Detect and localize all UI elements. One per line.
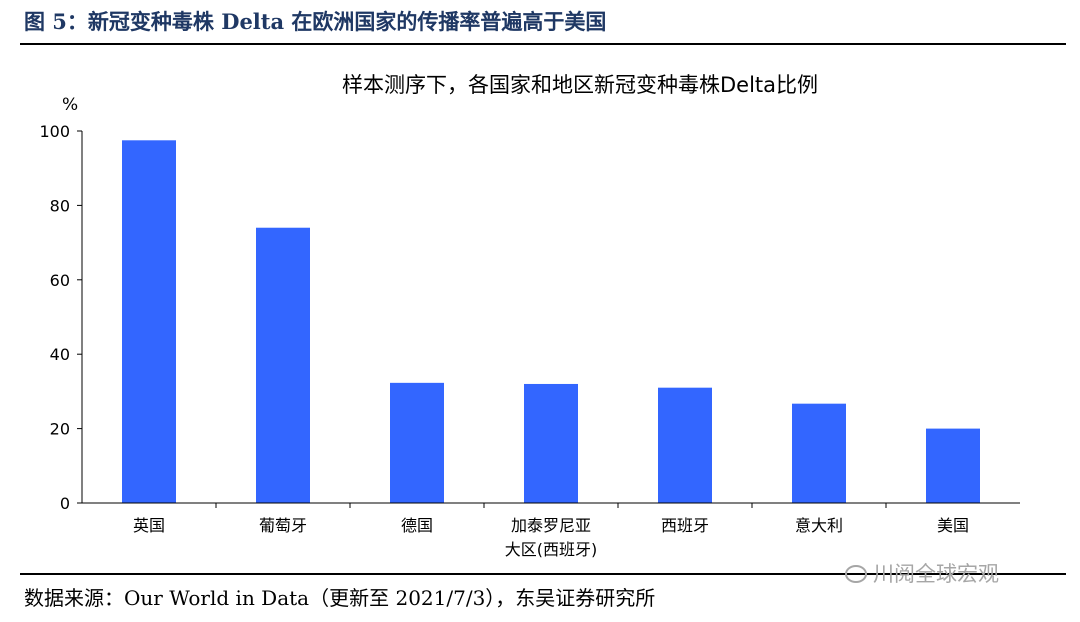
chart-title: 样本测序下，各国家和地区新冠变种毒株Delta比例 (342, 73, 818, 97)
x-tick-label: 葡萄牙 (259, 516, 307, 535)
y-tick-label: 40 (50, 345, 70, 364)
x-tick-label: 英国 (133, 516, 165, 535)
bar (390, 382, 444, 503)
y-tick-label: 60 (50, 271, 70, 290)
bar (792, 403, 846, 503)
x-tick-label: 西班牙 (661, 516, 709, 535)
bar (926, 428, 980, 503)
x-tick-label: 加泰罗尼亚大区(西班牙) (505, 516, 598, 559)
y-tick-label: 80 (50, 196, 70, 215)
bar (122, 140, 176, 504)
source-note: 数据来源：Our World in Data（更新至 2021/7/3），东吴证… (24, 586, 656, 610)
bar (658, 387, 712, 503)
y-tick-label: 100 (39, 122, 70, 141)
wechat-icon (845, 565, 867, 583)
watermark-text: 川阅全球宏观 (873, 562, 999, 586)
bar (524, 383, 578, 503)
figure-title: 图 5：新冠变种毒株 Delta 在欧洲国家的传播率普遍高于美国 (24, 9, 607, 34)
bar (256, 227, 310, 503)
bottom-rule (20, 573, 1066, 575)
bar-chart: 样本测序下，各国家和地区新冠变种毒株Delta比例 % 0 20 40 60 80 100… (39, 73, 1020, 559)
watermark: 川阅全球宏观 (845, 558, 999, 588)
x-tick-label: 美国 (937, 516, 969, 535)
top-rule (20, 43, 1066, 45)
y-tick-label: 20 (50, 420, 70, 439)
x-tick-label: 德国 (401, 516, 433, 535)
x-tick-label: 意大利 (795, 516, 843, 535)
y-axis-label: % (62, 95, 78, 115)
y-tick-label: 0 (60, 494, 70, 513)
